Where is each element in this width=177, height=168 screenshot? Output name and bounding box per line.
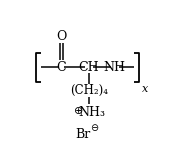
Text: ⊕: ⊕	[74, 106, 84, 116]
Text: CH: CH	[78, 61, 99, 74]
Text: (CH₂)₄: (CH₂)₄	[70, 84, 108, 97]
Text: NH: NH	[104, 61, 126, 74]
Text: O: O	[56, 30, 66, 44]
Text: NH₃: NH₃	[78, 106, 105, 119]
Text: C: C	[56, 61, 66, 74]
Text: ⊖: ⊖	[90, 123, 98, 133]
Text: Br: Br	[76, 128, 91, 141]
Text: x: x	[142, 83, 148, 94]
